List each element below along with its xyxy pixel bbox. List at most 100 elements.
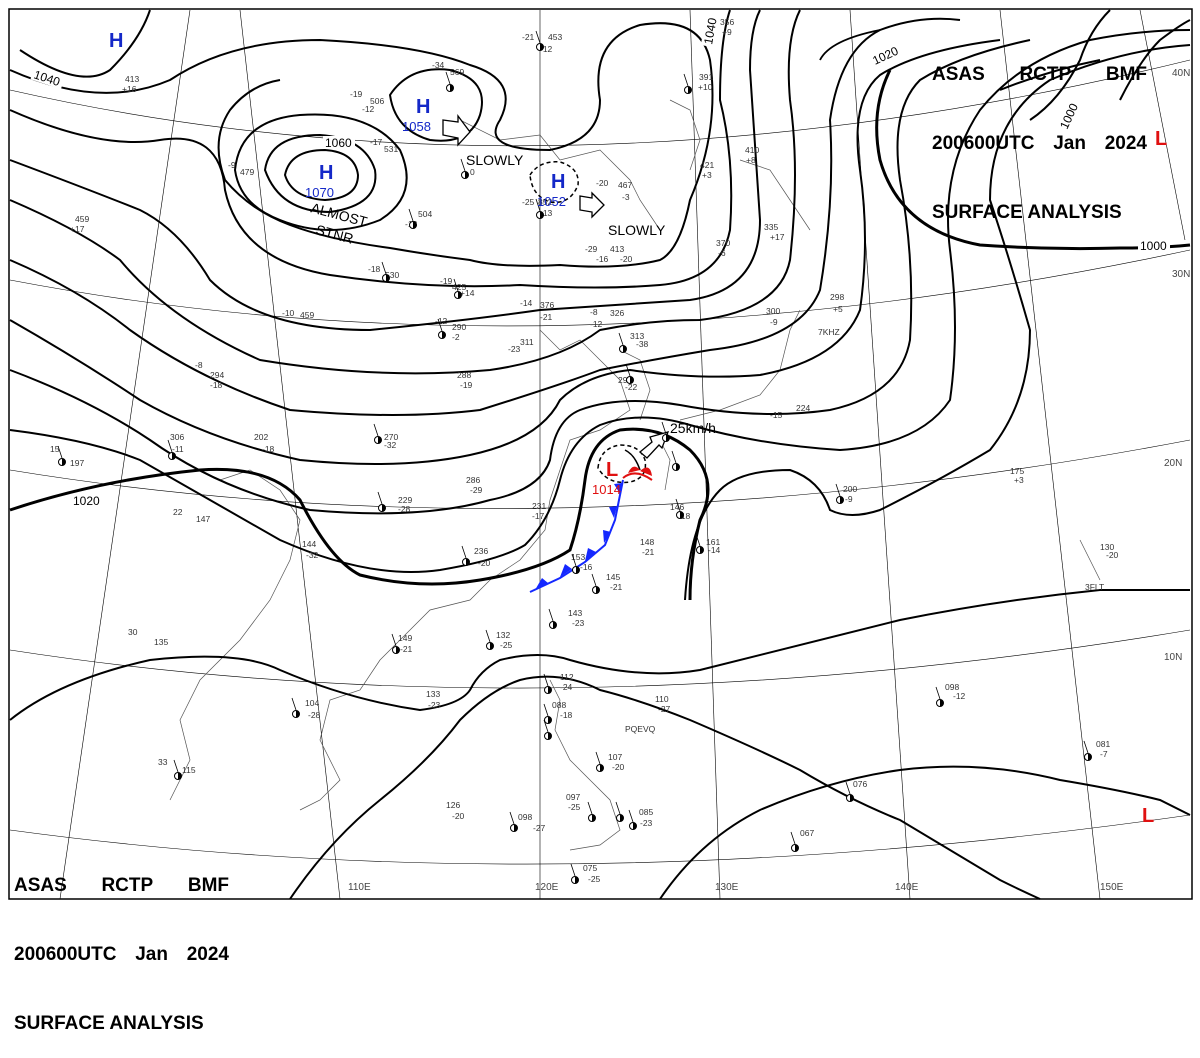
station-value: 075 bbox=[583, 863, 597, 873]
station-value: +3 bbox=[1014, 475, 1024, 485]
station-value: -21 bbox=[400, 644, 413, 654]
station-value: -25 bbox=[500, 640, 513, 650]
station-value: -11 bbox=[172, 444, 184, 454]
isobar-label-bg bbox=[1056, 98, 1082, 133]
station-cloud-icon bbox=[465, 171, 469, 179]
station-value: 231 bbox=[532, 501, 546, 511]
weather-map: 453-12-21569-34506-19-12531-17479-9504-1… bbox=[8, 8, 1193, 900]
station-value: 088 bbox=[552, 700, 566, 710]
station-value: -8 bbox=[590, 307, 598, 317]
station-cloud-icon bbox=[553, 621, 557, 629]
header-code: BMF bbox=[1105, 64, 1147, 85]
station-value: -21 bbox=[522, 32, 535, 42]
isobar-label-bg bbox=[700, 13, 720, 48]
station-value: 153 bbox=[571, 552, 585, 562]
footer-station: RCTP bbox=[101, 875, 154, 896]
map-border bbox=[8, 8, 1193, 900]
station-cloud-icon bbox=[680, 511, 684, 519]
station-value: 112 bbox=[560, 672, 574, 682]
station-value: 133 bbox=[426, 689, 440, 699]
station-value: 306 bbox=[170, 432, 184, 442]
station-value: 224 bbox=[796, 403, 810, 413]
station-cloud-icon bbox=[596, 586, 600, 594]
station-value: +10 bbox=[698, 82, 713, 92]
station-value: -25 bbox=[522, 197, 535, 207]
station-value: 391 bbox=[699, 72, 713, 82]
isobar-label-bg bbox=[71, 494, 103, 507]
station-value: 107 bbox=[608, 752, 622, 762]
low-center-icon: L bbox=[606, 459, 618, 481]
station-cloud-icon bbox=[378, 436, 382, 444]
station-value: 459 bbox=[75, 214, 89, 224]
wind-barb-icon bbox=[543, 719, 549, 733]
footer-year: 2024 bbox=[186, 944, 229, 965]
station-value: 104 bbox=[305, 698, 319, 708]
motion-label: SLOWLY bbox=[608, 222, 666, 238]
station-value: 569 bbox=[450, 67, 464, 77]
header-line-2: 200600UTC Jan 2024 bbox=[932, 132, 1147, 155]
wind-barb-icon bbox=[437, 318, 443, 332]
station-value: 293 bbox=[618, 375, 632, 385]
wind-barb-icon bbox=[618, 332, 624, 346]
longitude-label: 140E bbox=[895, 882, 919, 893]
latitude-label: 20N bbox=[1164, 458, 1182, 469]
station-cloud-icon bbox=[548, 716, 552, 724]
wind-barb-icon bbox=[460, 158, 466, 172]
station-value: -16 bbox=[596, 254, 609, 264]
station-value: -15 bbox=[770, 410, 783, 420]
station-value: -17 bbox=[370, 137, 383, 147]
wind-barb-icon bbox=[675, 498, 681, 512]
center-pressure: 1052 bbox=[537, 194, 566, 209]
station-value: 467 bbox=[618, 180, 632, 190]
station-cloud-icon bbox=[576, 566, 580, 574]
station-cloud-icon bbox=[700, 546, 704, 554]
station-value: 098 bbox=[518, 812, 532, 822]
station-value: 146 bbox=[670, 502, 684, 512]
station-value: -29 bbox=[470, 485, 483, 495]
station-value: 270 bbox=[384, 432, 398, 442]
station-value: -6 bbox=[718, 248, 726, 258]
station-value: -29 bbox=[585, 244, 598, 254]
station-value: -23 bbox=[428, 700, 441, 710]
wind-barb-icon bbox=[845, 781, 851, 795]
station-value: 3FLT bbox=[1085, 582, 1104, 592]
station-value: -9 bbox=[228, 160, 236, 170]
station-value: +14 bbox=[460, 288, 475, 298]
isobar-label-bg bbox=[30, 66, 65, 90]
isobar-label: 1000 bbox=[1140, 239, 1167, 253]
station-value: 504 bbox=[418, 209, 432, 219]
isobar-label-bg bbox=[868, 42, 904, 68]
longitude-label: 120E bbox=[535, 882, 559, 893]
center-pressure: 1070 bbox=[305, 185, 334, 200]
warm-front bbox=[622, 466, 653, 481]
station-cloud-icon bbox=[623, 345, 627, 353]
low-center-icon: L bbox=[1142, 805, 1154, 827]
station-value: -20 bbox=[452, 811, 465, 821]
station-value: -9 bbox=[770, 317, 778, 327]
station-cloud-icon bbox=[592, 814, 596, 822]
station-value: 852 bbox=[538, 197, 552, 207]
wind-barb-icon bbox=[625, 363, 631, 377]
wind-barb-icon bbox=[587, 801, 593, 815]
station-value: 147 bbox=[196, 514, 210, 524]
station-value: -20 bbox=[1106, 550, 1119, 560]
station-value: 200 bbox=[843, 484, 857, 494]
station-value: -20 bbox=[620, 254, 633, 264]
footer-line-2: 200600UTC Jan 2024 bbox=[14, 943, 229, 966]
station-value: -9 bbox=[845, 494, 853, 504]
station-value: -17 bbox=[532, 511, 545, 521]
high-center-icon: H bbox=[551, 171, 565, 193]
header-title: SURFACE ANALYSIS bbox=[932, 202, 1122, 223]
station-value: -20 bbox=[596, 178, 609, 188]
wind-barb-icon bbox=[167, 439, 173, 453]
motion-label: 25km/h bbox=[670, 420, 716, 436]
station-cloud-icon bbox=[386, 274, 390, 282]
wind-barb-icon bbox=[615, 801, 621, 815]
station-value: -19 bbox=[460, 380, 473, 390]
header-top-right: ASAS RCTP BMF 200600UTC Jan 2024 SURFACE… bbox=[932, 17, 1147, 247]
station-value: -19 bbox=[350, 89, 363, 99]
station-value: 081 bbox=[1096, 739, 1110, 749]
wind-barb-icon bbox=[408, 208, 414, 222]
station-value: 15 bbox=[50, 444, 60, 454]
station-value: 30 bbox=[128, 627, 138, 637]
